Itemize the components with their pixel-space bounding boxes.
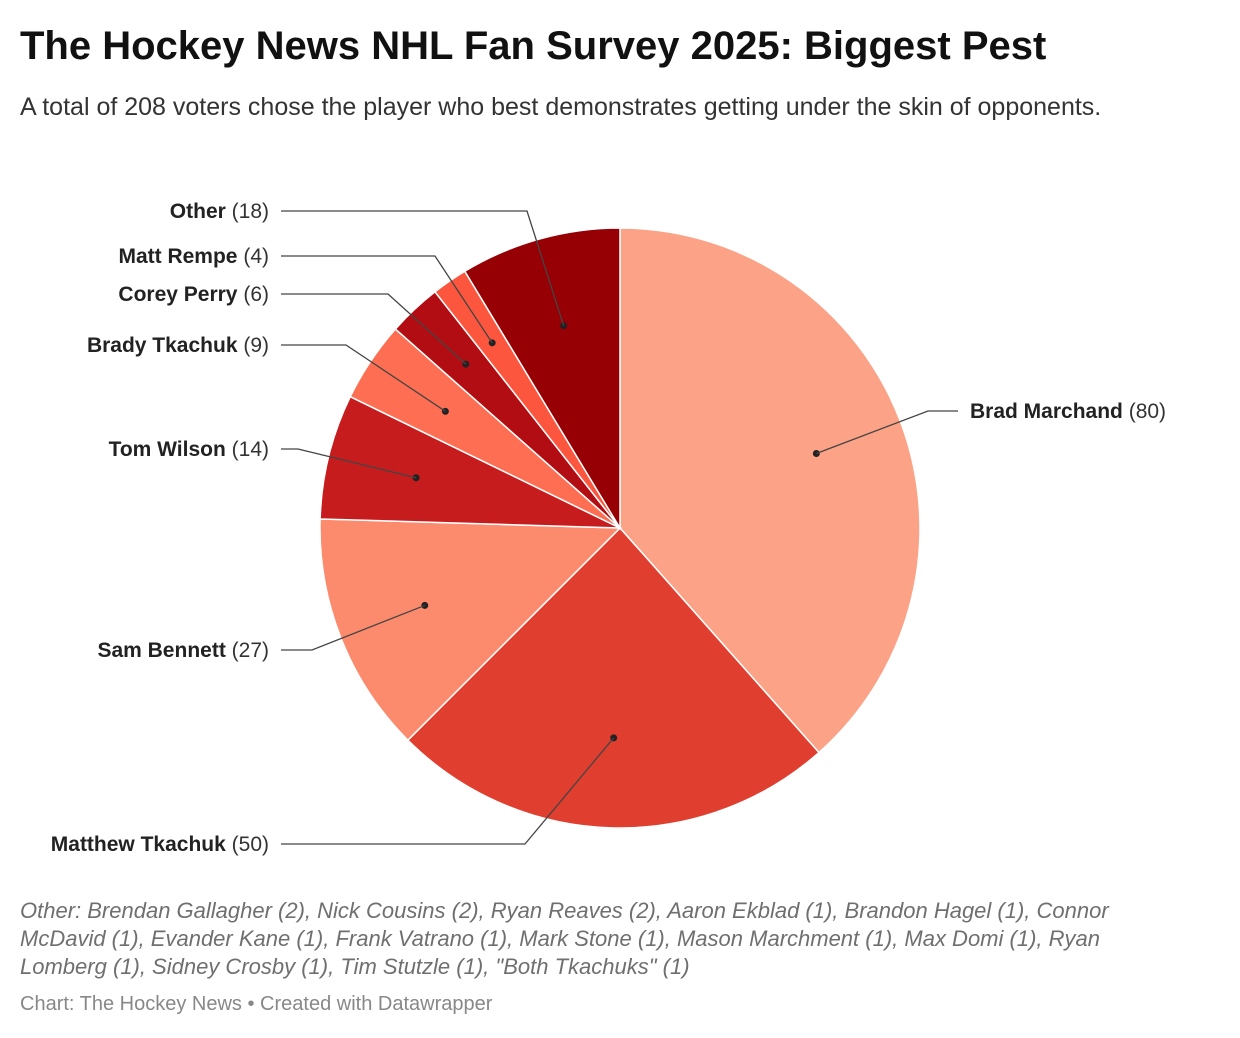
leader-dot-matt-rempe [488,339,496,347]
other-breakdown-note: Other: Brendan Gallagher (2), Nick Cousi… [20,898,1109,979]
slice-label-corey-perry: Corey Perry (6) [118,283,269,306]
slice-label-other: Other (18) [170,200,269,223]
pie-slice-other[interactable] [463,227,621,531]
slice-label-value: (9) [238,334,270,357]
pie-slices [319,227,921,829]
slice-label-brad-marchand: Brad Marchand (80) [970,400,1166,423]
slice-label-value: (4) [238,245,270,268]
slice-label-sam-bennett: Sam Bennett (27) [97,639,269,662]
slice-label-name: Corey Perry [118,283,237,306]
slice-label-tom-wilson: Tom Wilson (14) [109,438,269,461]
slice-label-value: (14) [226,438,269,461]
slice-label-name: Sam Bennett [97,639,225,662]
pie-slice-matthew-tkachuk[interactable] [406,526,820,829]
slice-labels: Brad Marchand (80) Matthew Tkachuk (50) Sa… [51,200,1166,856]
slice-label-value: (50) [226,833,269,856]
slice-label-name: Other [170,200,226,223]
slice-label-value: (6) [238,283,270,306]
slice-label-name: Matt Rempe [118,245,237,268]
slice-label-name: Tom Wilson [109,438,226,461]
label-leader-lines [281,210,958,845]
leader-line-corey-perry [281,293,467,365]
slice-label-matt-rempe: Matt Rempe (4) [118,245,269,268]
slice-label-brady-tkachuk: Brady Tkachuk (9) [87,334,269,357]
slice-label-name: Matthew Tkachuk [51,833,226,856]
chart-title: The Hockey News NHL Fan Survey 2025: Big… [20,24,1047,68]
leader-dot-brady-tkachuk [441,407,449,415]
leader-line-brady-tkachuk [281,344,446,412]
slice-label-value: (80) [1123,400,1166,423]
leader-line-brad-marchand [816,410,958,455]
slice-label-matthew-tkachuk: Matthew Tkachuk (50) [51,833,269,856]
leader-line-sam-bennett [281,604,426,651]
pie-chart: Brad Marchand (80) Matthew Tkachuk (50) Sa… [51,200,1166,856]
slice-label-value: (27) [226,639,269,662]
leader-line-tom-wilson [281,448,417,479]
chart-source: Chart: The Hockey News • Created with Da… [20,993,493,1015]
slice-label-name: Brady Tkachuk [87,334,238,357]
slice-label-name: Brad Marchand [970,400,1123,423]
leader-line-other [281,210,565,326]
chart-subtitle: A total of 208 voters chose the player w… [20,93,1102,121]
leader-dot-other [560,322,568,330]
leader-line-matthew-tkachuk [281,737,615,845]
slice-label-value: (18) [226,200,269,223]
leader-line-matt-rempe [281,255,493,344]
